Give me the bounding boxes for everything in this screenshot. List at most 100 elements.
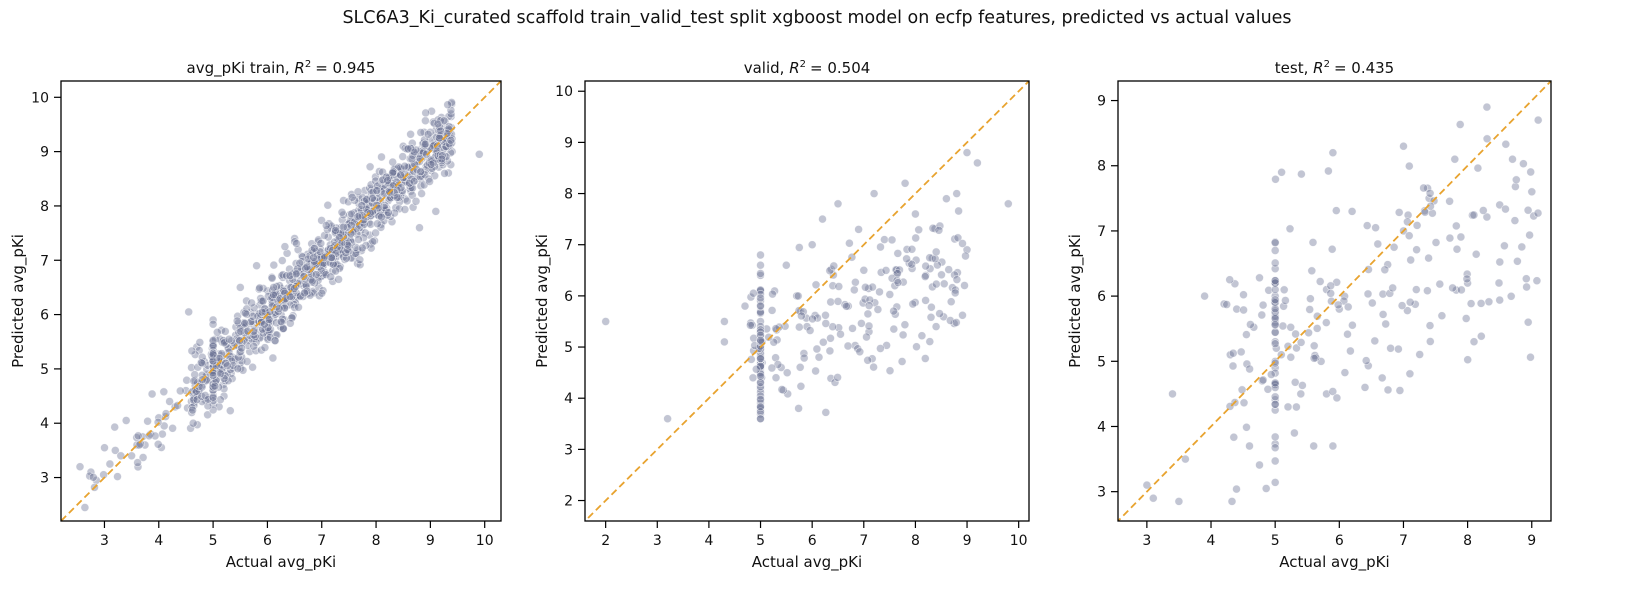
scatter-point [419, 128, 429, 137]
x-tick-label: 4 [704, 533, 713, 549]
scatter-point [842, 301, 851, 311]
identity-line [585, 81, 1029, 521]
scatter-point [208, 350, 218, 360]
scatter-point [962, 148, 972, 157]
scatter-point [1298, 381, 1307, 390]
scatter-point [917, 331, 927, 341]
scatter-point [911, 209, 920, 219]
scatter-point [663, 414, 672, 424]
scatter-point [1428, 208, 1437, 218]
x-tick-label: 7 [1399, 533, 1408, 549]
scatter-point [882, 341, 891, 350]
scatter-point [377, 212, 386, 222]
scatter-point [436, 126, 445, 136]
scatter-point [416, 128, 426, 137]
scatter-point [375, 167, 384, 176]
scatter-point [951, 318, 961, 327]
scatter-point [300, 288, 309, 298]
scatter-point [387, 217, 397, 227]
scatter-point [1477, 331, 1486, 341]
x-tick-label: 9 [963, 533, 972, 549]
scatter-point [188, 418, 198, 428]
scatter-point [854, 225, 863, 234]
scatter-point [1348, 320, 1357, 330]
r-squared-value: = 0.435 [1334, 59, 1394, 77]
title-prefix: avg_pKi train, [187, 59, 295, 78]
y-tick-label: 7 [1097, 224, 1106, 240]
scatter-point [159, 387, 169, 397]
y-tick-label: 3 [40, 471, 49, 487]
scatter-point [441, 142, 451, 151]
scatter-point [885, 366, 895, 376]
scatter-point [359, 196, 369, 206]
y-tick-label: 9 [40, 145, 49, 161]
scatter-point [904, 258, 914, 268]
scatter-point [301, 281, 311, 290]
scatter-point [825, 346, 835, 356]
scatter-point [720, 337, 729, 347]
r-squared-value: = 0.945 [315, 59, 375, 77]
scatter-point [771, 373, 781, 383]
scatter-point [885, 290, 895, 299]
scatter-point [260, 319, 269, 329]
identity-line [61, 81, 501, 521]
scatter-point [910, 298, 920, 307]
scatter-point [391, 203, 401, 213]
scatter-point [121, 416, 131, 425]
scatter-point [1381, 319, 1390, 329]
scatter-point [756, 414, 765, 424]
scatter-point [158, 429, 167, 439]
scatter-point [902, 254, 911, 264]
scatter-point [1219, 299, 1229, 309]
y-tick-label: 2 [564, 494, 573, 510]
scatter-point [233, 364, 243, 374]
scatter-point [1226, 350, 1235, 360]
scatter-point [1525, 230, 1534, 240]
scatter-point [797, 311, 806, 321]
scatter-point [415, 172, 425, 181]
scatter-point [1324, 166, 1333, 176]
scatter-point [1482, 212, 1492, 222]
scatter-point [893, 269, 902, 278]
scatter-point [1423, 286, 1432, 296]
scatter-point [908, 299, 918, 309]
scatter-point [258, 296, 268, 306]
scatter-point [1522, 274, 1531, 284]
scatter-point [1431, 238, 1441, 247]
scatter-point [740, 301, 750, 311]
scatter-point [863, 355, 873, 365]
scatter-point [756, 402, 765, 411]
scatter-point [235, 347, 244, 357]
scatter-point [281, 294, 291, 303]
scatter-point [1469, 210, 1479, 220]
scatter-point [1510, 216, 1520, 225]
scatter-point [388, 157, 398, 167]
scatter-point [907, 245, 917, 254]
plot-area [585, 81, 1029, 521]
identity-line [1118, 81, 1551, 521]
scatter-point [1457, 285, 1466, 295]
scatter-point [1380, 265, 1390, 275]
scatter-point [1332, 206, 1341, 215]
y-tick-label: 4 [40, 416, 49, 432]
scatter-point [1445, 197, 1454, 206]
y-tick-label: 3 [1097, 485, 1106, 501]
scatter-point [794, 404, 803, 413]
scatter-point [857, 319, 866, 328]
scatter-point [1328, 441, 1338, 451]
x-axis-label: Actual avg_pKi [1279, 553, 1389, 572]
scatter-point [133, 462, 143, 472]
scatter-point [1309, 441, 1318, 451]
panel-title: valid, R2 = 0.504 [744, 59, 871, 77]
scatter-point [1174, 497, 1184, 506]
scatter-point [887, 273, 897, 283]
y-axis-label: Predicted avg_pKi [1066, 234, 1085, 368]
scatter-point [767, 306, 777, 315]
scatter-point [220, 337, 230, 347]
scatter-point [247, 298, 256, 308]
scatter-point [221, 358, 231, 368]
x-tick-label: 7 [317, 533, 326, 549]
scatter-point [187, 346, 197, 356]
scatter-point [1270, 295, 1280, 305]
scatter-point [347, 193, 357, 202]
